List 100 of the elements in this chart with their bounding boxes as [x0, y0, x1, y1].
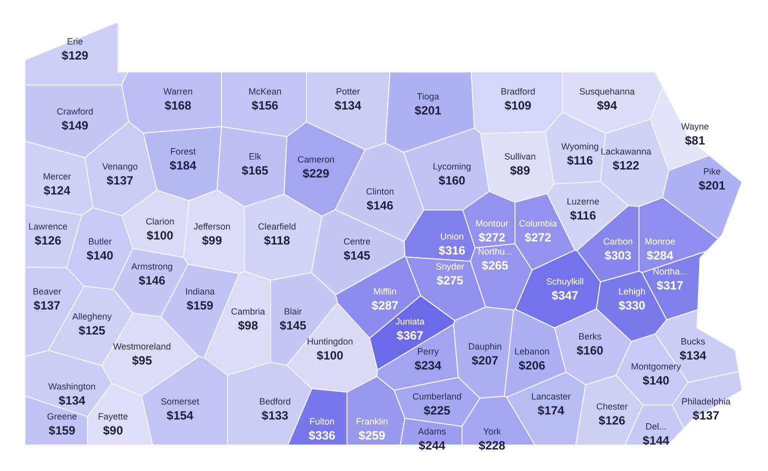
- data-label: $89: [510, 163, 530, 178]
- data-label: $116: [570, 208, 596, 222]
- category-label: Snyder: [436, 261, 464, 272]
- category-label: Wyoming: [561, 141, 599, 152]
- data-label: $140: [642, 373, 670, 388]
- category-label: Beaver: [32, 286, 62, 296]
- category-label: Clarion: [146, 216, 174, 226]
- category-label: Butler: [88, 236, 112, 246]
- data-label: $229: [302, 166, 330, 180]
- data-label: $154: [166, 408, 194, 422]
- data-label: $145: [280, 318, 307, 332]
- category-label: Lehigh: [618, 286, 646, 296]
- data-label: $129: [62, 48, 89, 62]
- category-label: Juniata: [395, 316, 425, 326]
- category-label: Montour: [475, 218, 509, 228]
- data-label: $234: [414, 358, 442, 372]
- data-label: $134: [58, 393, 86, 408]
- data-label: $275: [436, 273, 464, 288]
- data-label: $134: [680, 348, 707, 362]
- data-label: $133: [262, 408, 289, 422]
- category-label: Montgomery: [630, 361, 682, 372]
- category-label: Dauphin: [468, 341, 502, 352]
- category-label: Perry: [417, 346, 440, 356]
- data-label: $272: [524, 230, 552, 244]
- category-label: Crawford: [56, 106, 94, 116]
- data-label: $207: [472, 353, 499, 368]
- data-label: $159: [186, 298, 214, 312]
- data-label: $330: [618, 298, 646, 312]
- data-label: $98: [238, 318, 258, 332]
- category-label: Susquehanna: [579, 86, 635, 96]
- data-label: $146: [138, 273, 166, 288]
- category-label: Fayette: [98, 411, 128, 422]
- data-label: $201: [698, 178, 726, 192]
- data-label: $316: [438, 243, 466, 258]
- data-label: $90: [102, 423, 124, 438]
- category-label: Centre: [343, 236, 371, 246]
- category-label: Armstrong: [131, 261, 173, 272]
- category-label: Washington: [48, 381, 96, 392]
- category-label: Lawrence: [28, 221, 68, 232]
- data-label: $118: [264, 233, 290, 248]
- data-label: $137: [692, 408, 720, 422]
- data-label: $94: [596, 98, 618, 112]
- data-label: $259: [358, 428, 386, 442]
- data-label: $367: [396, 328, 424, 342]
- category-label: Luzerne: [566, 196, 600, 206]
- data-label: $126: [34, 233, 62, 248]
- category-label: Wayne: [681, 121, 709, 132]
- category-label: Fulton: [309, 416, 335, 426]
- category-label: Cumberland: [412, 391, 462, 402]
- category-label: Northa...: [652, 266, 688, 276]
- data-label: $347: [552, 288, 579, 302]
- data-label: $272: [478, 230, 506, 244]
- data-label: $100: [316, 348, 344, 362]
- category-label: Jefferson: [194, 221, 230, 232]
- data-label: $287: [372, 298, 399, 312]
- category-label: Greene: [46, 411, 78, 422]
- category-label: Schuylkill: [546, 276, 584, 286]
- data-label: $122: [612, 158, 640, 172]
- category-label: Del...: [645, 421, 667, 432]
- data-label: $336: [308, 428, 336, 442]
- category-label: Union: [440, 231, 464, 242]
- data-label: $100: [146, 228, 174, 242]
- category-label: Bradford: [500, 86, 536, 96]
- data-label: $168: [164, 98, 192, 112]
- category-label: Mercer: [42, 171, 72, 182]
- category-label: Allegheny: [72, 311, 112, 322]
- data-label: $160: [438, 173, 466, 188]
- data-label: $137: [34, 298, 61, 312]
- data-label: $165: [242, 163, 269, 178]
- category-label: Clinton: [366, 186, 394, 196]
- category-label: Sullivan: [504, 151, 536, 162]
- data-label: $265: [482, 258, 509, 272]
- data-label: $140: [86, 248, 114, 262]
- category-label: Northu...: [478, 246, 512, 256]
- data-label: $156: [252, 98, 279, 112]
- data-label: $126: [598, 413, 626, 428]
- data-label: $125: [78, 323, 106, 338]
- category-label: Cameron: [297, 154, 335, 164]
- category-label: Forest: [170, 146, 196, 156]
- category-label: Berks: [578, 331, 602, 342]
- category-label: Erie: [66, 36, 84, 46]
- data-label: $228: [478, 438, 506, 452]
- data-label: $109: [504, 98, 532, 112]
- category-label: Monroe: [644, 236, 676, 246]
- category-label: Chester: [596, 401, 628, 412]
- data-label: $149: [62, 118, 89, 132]
- category-label: Lycoming: [432, 161, 472, 172]
- data-label: $244: [418, 438, 446, 452]
- data-label: $81: [684, 133, 706, 148]
- data-label: $160: [576, 343, 604, 358]
- data-label: $206: [518, 358, 546, 372]
- category-label: Somerset: [160, 396, 200, 406]
- data-label: $99: [202, 233, 222, 248]
- category-label: Pike: [703, 166, 721, 176]
- data-label: $184: [170, 158, 197, 172]
- data-label: $284: [646, 248, 674, 262]
- category-label: Warren: [163, 86, 193, 96]
- data-label: $146: [366, 198, 394, 212]
- category-label: Bedford: [259, 396, 291, 406]
- category-label: Adams: [418, 426, 447, 436]
